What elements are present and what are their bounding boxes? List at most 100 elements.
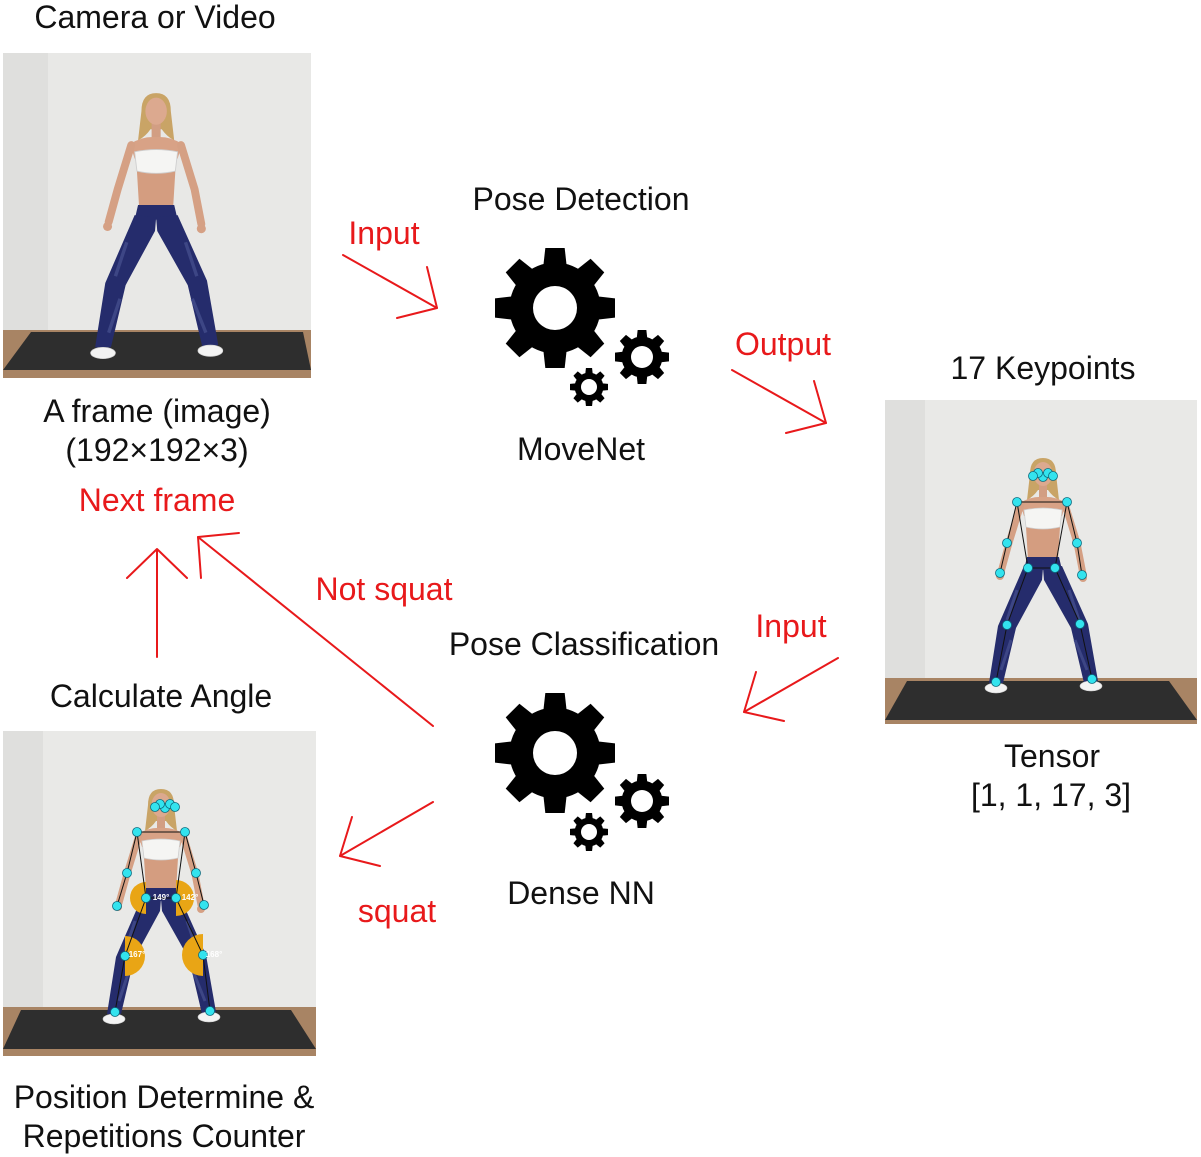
skeleton-line	[999, 542, 1008, 574]
skeleton-line	[1076, 542, 1083, 576]
pose-detection-model: MoveNet	[516, 431, 646, 467]
keypoint-dot	[141, 893, 151, 903]
input-frame-title: Camera or Video	[34, 0, 276, 35]
exercise-mat	[885, 681, 1197, 720]
exercise-mat	[3, 332, 311, 370]
keypoint-dot	[991, 677, 1001, 687]
angle-label-right-knee: 168°	[206, 950, 223, 959]
angle-title: Calculate Angle	[49, 678, 273, 714]
pose-skeleton	[114, 803, 211, 1013]
skeleton-line	[114, 955, 126, 1013]
arrow-detection-to-keypoints	[731, 369, 827, 434]
arrow-shaft	[731, 369, 827, 424]
angle-label-left-knee: 167°	[129, 950, 146, 959]
arrow-shaft	[743, 657, 839, 713]
angle-label-right-hip: 142°	[182, 893, 199, 902]
keypoint-dot	[122, 868, 132, 878]
keypoint-dot	[198, 950, 208, 960]
keypoint-dot	[995, 568, 1005, 578]
dense-nn-gears-icon	[495, 693, 669, 851]
keypoints-caption-line: Tensor	[1003, 738, 1101, 774]
exercise-mat	[3, 1010, 316, 1049]
keypoint-dot	[1023, 563, 1033, 573]
skeleton-line	[1016, 501, 1029, 569]
arrow-angle-to-next-frame	[126, 548, 188, 658]
input-frame-photo	[3, 53, 311, 378]
keypoints-photo	[885, 400, 1197, 724]
keypoint-dot	[1002, 620, 1012, 630]
arrow-head	[197, 532, 240, 579]
angle-labels: 149° 142° 167° 168°	[129, 893, 223, 959]
angle-markers	[125, 880, 203, 976]
skeleton-line	[1006, 501, 1018, 544]
skeleton-line	[1054, 501, 1068, 569]
skeleton-line	[1079, 623, 1093, 680]
keypoint-dot	[1075, 619, 1085, 629]
keypoints-caption-line: [1, 1, 17, 3]	[970, 777, 1132, 813]
skeleton-line	[116, 872, 128, 907]
gear-hole	[631, 790, 653, 812]
keypoint-dot	[110, 1007, 120, 1017]
skeleton-line	[195, 872, 205, 906]
arrow-head	[396, 266, 438, 319]
keypoints-title: 17 Keypoints	[950, 350, 1136, 386]
skeleton-line	[184, 831, 197, 874]
pose-detection-title: Pose Detection	[472, 181, 690, 217]
gear-hole	[631, 346, 653, 368]
photo-wall-shade	[3, 731, 43, 1007]
movenet-gears-icon	[495, 248, 669, 406]
input-frame-caption-line: A frame (image)	[43, 393, 271, 429]
keypoint-dot	[199, 900, 209, 910]
skeleton-line	[175, 897, 204, 956]
edge-label-input: Input	[348, 215, 420, 251]
pose-classification-model: Dense NN	[507, 875, 655, 911]
keypoint-dot	[1002, 538, 1012, 548]
pose-keypoints	[110, 799, 215, 1017]
arrow-head	[126, 548, 188, 579]
arrow-head	[785, 380, 827, 434]
keypoint-dot	[1062, 497, 1072, 507]
arrow-classification-to-next-frame	[197, 532, 434, 727]
arrow-head	[743, 671, 785, 722]
keypoint-dot	[171, 893, 181, 903]
skeleton-line	[202, 954, 211, 1012]
angle-marker-left-knee	[125, 936, 145, 976]
angle-marker-left-hip	[130, 882, 146, 914]
keypoint-dot	[132, 827, 142, 837]
edge-label-not-squat: Not squat	[315, 571, 453, 607]
keypoint-dot	[1012, 497, 1022, 507]
keypoint-dot	[1050, 563, 1060, 573]
skeleton-line	[995, 624, 1008, 683]
gear-hole	[533, 286, 577, 330]
keypoint-dot	[150, 802, 160, 812]
arrow-shaft	[197, 536, 434, 727]
keypoint-dot	[112, 901, 122, 911]
keypoint-dot	[1028, 471, 1038, 481]
gear-hole	[581, 379, 597, 395]
angle-photo: 149° 142° 167° 168°	[3, 731, 316, 1056]
angle-label-left-hip: 149°	[153, 893, 170, 902]
skeleton-line	[175, 831, 186, 899]
arrow-head	[339, 816, 381, 867]
keypoint-dot	[191, 868, 201, 878]
pose-classification-title: Pose Classification	[448, 626, 720, 662]
photo-wall-shade	[885, 400, 925, 678]
skeleton-line	[1006, 567, 1029, 626]
angle-caption-line: Position Determine &	[13, 1079, 315, 1115]
gear-hole	[581, 824, 597, 840]
next-frame-label: Next frame	[78, 482, 236, 518]
edge-label-squat: squat	[357, 893, 437, 929]
arrow-frame-to-detection	[342, 254, 438, 319]
photo-wall-shade	[3, 53, 48, 330]
keypoint-dot	[1048, 471, 1058, 481]
keypoint-dot	[120, 951, 130, 961]
keypoint-dot	[1072, 538, 1082, 548]
skeleton-line	[1066, 501, 1078, 544]
arrow-shaft	[342, 254, 438, 309]
pose-keypoints	[991, 468, 1097, 687]
keypoint-dot	[1077, 570, 1087, 580]
arrow-shaft	[339, 801, 434, 857]
gear-hole	[533, 731, 577, 775]
